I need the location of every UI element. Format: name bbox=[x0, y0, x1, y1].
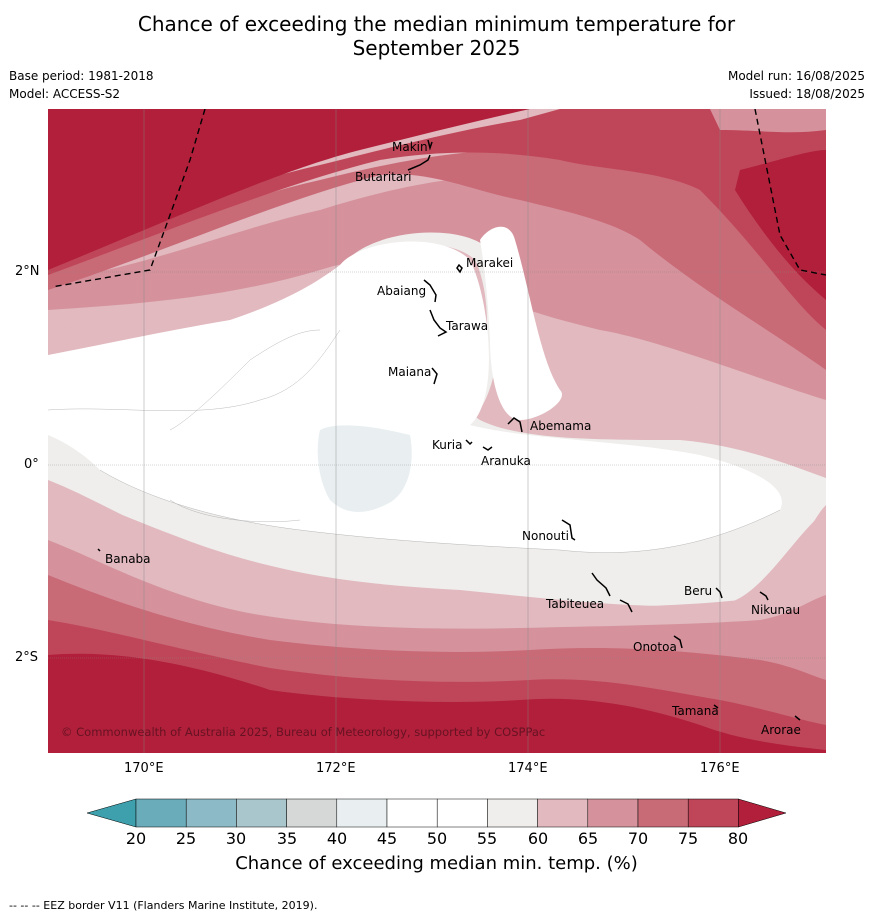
colorbar-tick: 80 bbox=[727, 829, 749, 848]
lat-label: 0° bbox=[24, 457, 39, 472]
contour-region bbox=[48, 109, 530, 270]
contour-layer bbox=[48, 109, 826, 753]
colorbar-tick: 50 bbox=[426, 829, 448, 848]
contour-lines bbox=[48, 329, 781, 553]
colorbar-tick: 40 bbox=[326, 829, 348, 848]
base-period: Base period: 1981-2018 bbox=[9, 69, 154, 83]
lon-label: 174°E bbox=[508, 761, 548, 776]
colorbar-bin bbox=[487, 798, 538, 828]
place-label: Tabiteuea bbox=[545, 597, 604, 611]
contour-region bbox=[480, 226, 562, 420]
colorbar-bin bbox=[587, 798, 639, 828]
colorbar-tick: 70 bbox=[627, 829, 649, 848]
place-label: Butaritari bbox=[355, 170, 412, 184]
colorbar-bin bbox=[286, 798, 338, 828]
colorbar bbox=[86, 798, 787, 828]
lon-label: 176°E bbox=[700, 761, 740, 776]
place-label: Arorae bbox=[761, 723, 801, 737]
colorbar-bin bbox=[637, 798, 689, 828]
place-label: Maiana bbox=[388, 365, 431, 379]
colorbar-bin bbox=[537, 798, 589, 828]
lat-label: 2°N bbox=[15, 264, 40, 279]
colorbar-tick: 35 bbox=[276, 829, 298, 848]
model-name: Model: ACCESS-S2 bbox=[9, 87, 121, 101]
place-label: Nikunau bbox=[751, 603, 800, 617]
eez-footnote: -- -- -- EEZ border V11 (Flanders Marine… bbox=[9, 899, 318, 912]
contour-region bbox=[710, 109, 826, 133]
place-label: Banaba bbox=[105, 552, 151, 566]
contour-region bbox=[48, 241, 782, 553]
colorbar-tick: 60 bbox=[527, 829, 549, 848]
lon-label: 170°E bbox=[124, 761, 164, 776]
title-line-1: Chance of exceeding the median minimum t… bbox=[137, 12, 736, 36]
place-label: Beru bbox=[684, 584, 712, 598]
contour-region bbox=[48, 653, 826, 753]
place-label: Onotoa bbox=[633, 640, 677, 654]
colorbar-tick: 25 bbox=[175, 829, 197, 848]
colorbar-tick: 65 bbox=[577, 829, 599, 848]
colorbar-title: Chance of exceeding median min. temp. (%… bbox=[235, 853, 638, 874]
colorbar-bin bbox=[386, 798, 438, 828]
place-label: Abemama bbox=[530, 419, 591, 433]
meta-left: Base period: 1981-2018 Model: ACCESS-S2 bbox=[9, 67, 154, 103]
place-labels: Makin Butaritari Marakei Abaiang Tarawa … bbox=[105, 140, 801, 737]
place-label: Tamana bbox=[671, 704, 719, 718]
place-label: Kuria bbox=[432, 438, 463, 452]
place-label: Aranuka bbox=[481, 454, 531, 468]
title-line-2: September 2025 bbox=[352, 36, 521, 60]
contour-region bbox=[317, 425, 412, 512]
colorbar-min-arrow bbox=[86, 798, 137, 828]
colorbar-bin bbox=[687, 798, 739, 828]
issued-date: Issued: 18/08/2025 bbox=[749, 87, 865, 101]
eez-border bbox=[51, 109, 826, 288]
model-run: Model run: 16/08/2025 bbox=[727, 69, 865, 83]
colorbar-tick: 45 bbox=[376, 829, 398, 848]
lon-label: 172°E bbox=[316, 761, 356, 776]
colorbar-max-arrow bbox=[738, 798, 787, 828]
place-label: Marakei bbox=[466, 256, 513, 270]
chart-title: Chance of exceeding the median minimum t… bbox=[0, 12, 873, 60]
lat-label: 2°S bbox=[15, 650, 39, 665]
copyright-notice: © Commonwealth of Australia 2025, Bureau… bbox=[61, 725, 545, 739]
colorbar-tick: 30 bbox=[225, 829, 247, 848]
contour-region bbox=[48, 109, 826, 370]
colorbar-tick: 55 bbox=[476, 829, 498, 848]
islands bbox=[97, 139, 801, 721]
place-label: Abaiang bbox=[377, 284, 426, 298]
colorbar-tick: 20 bbox=[125, 829, 147, 848]
place-label: Nonouti bbox=[522, 529, 569, 543]
colorbar-tick: 75 bbox=[677, 829, 699, 848]
colorbar-bin bbox=[336, 798, 388, 828]
contour-region bbox=[735, 150, 826, 300]
colorbar-bin bbox=[185, 798, 237, 828]
contour-region bbox=[48, 109, 826, 330]
place-label: Makin bbox=[392, 140, 428, 154]
colorbar-bin bbox=[236, 798, 287, 828]
place-label: Tarawa bbox=[445, 319, 488, 333]
colorbar-bin bbox=[436, 798, 488, 828]
meta-right: Model run: 16/08/2025 Issued: 18/08/2025 bbox=[728, 67, 865, 103]
colorbar-bin bbox=[135, 798, 187, 828]
graticule bbox=[48, 109, 826, 753]
